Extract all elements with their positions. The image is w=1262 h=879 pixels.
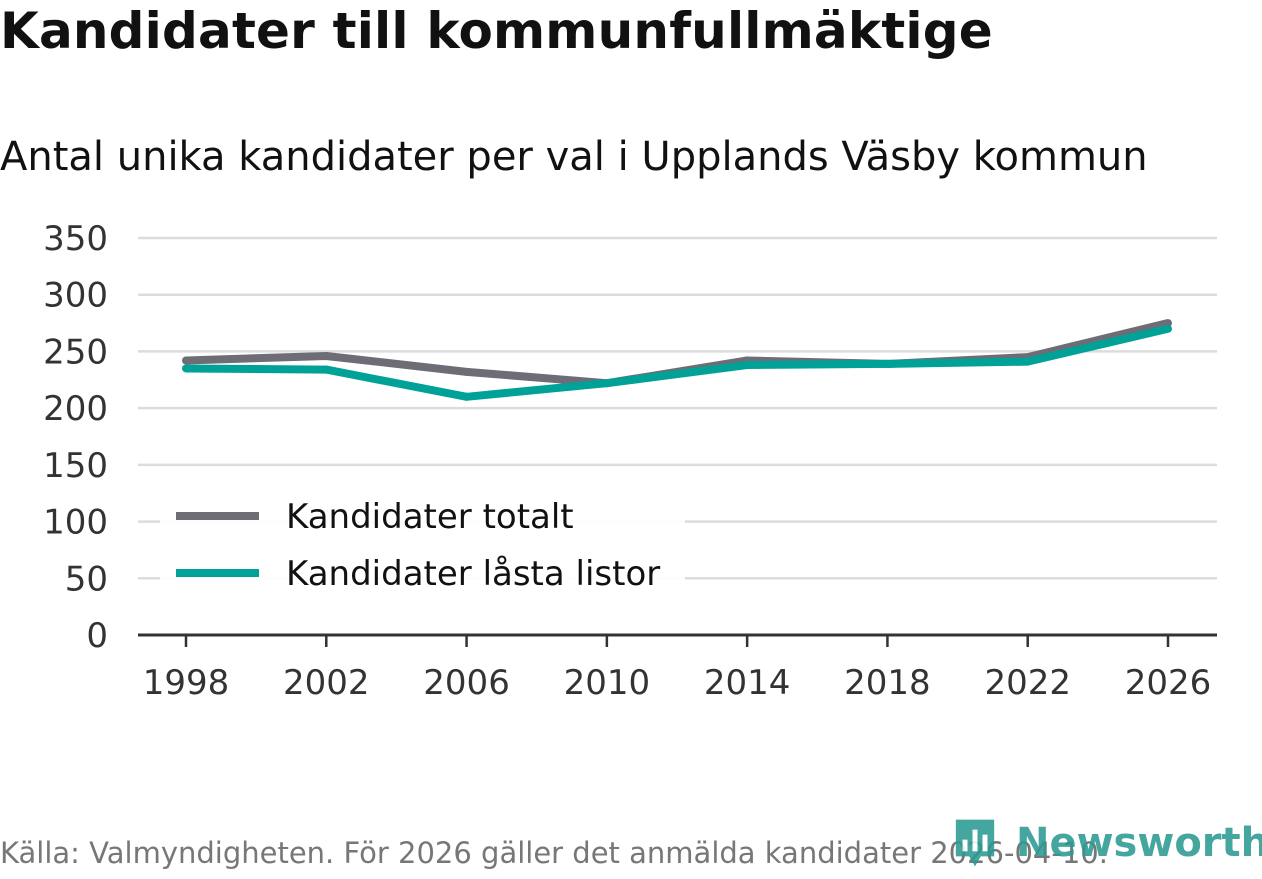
x-axis: 1998 2002 2006 2010 2014 2018 2022 2026 [138, 633, 1217, 703]
data-point [1023, 357, 1032, 366]
series-line-kandidater-lasta-listor [185, 324, 1169, 401]
x-tick-label: 2002 [283, 663, 370, 703]
x-tick-label: 2006 [423, 663, 510, 703]
data-point [322, 365, 331, 374]
source-footnote: Källa: Valmyndigheten. För 2026 gäller d… [0, 836, 1108, 870]
x-tick-label: 2026 [1125, 663, 1212, 703]
legend-label: Kandidater totalt [286, 497, 574, 537]
data-point [462, 367, 471, 376]
y-axis-tick-labels: 0 50 100 150 200 250 300 350 [43, 219, 108, 656]
data-point [462, 392, 471, 401]
chart-title: Kandidater till kommunfullmäktige [0, 2, 993, 60]
data-point [743, 361, 752, 370]
data-point [182, 364, 190, 373]
legend-label: Kandidater låsta listor [286, 554, 660, 594]
chart-subtitle: Antal unika kandidater per val i Uppland… [0, 134, 1148, 180]
brand-name: Newsworthy [1016, 820, 1262, 866]
legend-background [160, 488, 685, 606]
y-tick-label: 300 [43, 276, 108, 316]
x-tick-label: 2010 [564, 663, 651, 703]
y-tick-label: 100 [43, 503, 108, 543]
y-tick-label: 350 [43, 219, 108, 259]
data-point [883, 359, 892, 368]
y-tick-label: 50 [65, 559, 108, 599]
x-tick-label: 2022 [984, 663, 1071, 703]
x-tick-label: 2018 [844, 663, 931, 703]
data-point [322, 351, 331, 360]
newsworthy-logo: Newsworthy [950, 818, 1262, 868]
x-tick-label: 1998 [143, 663, 230, 703]
x-tick-label: 2014 [704, 663, 791, 703]
series-lines [182, 319, 1172, 401]
data-point [182, 356, 190, 365]
data-point [1164, 319, 1172, 328]
y-tick-label: 150 [43, 446, 108, 486]
bar-chart-speech-bubble-icon [955, 819, 995, 867]
data-point [1164, 324, 1172, 333]
data-point [602, 379, 611, 388]
y-tick-label: 200 [43, 389, 108, 429]
y-tick-label: 0 [86, 616, 108, 656]
y-tick-label: 250 [43, 332, 108, 372]
legend: Kandidater totalt Kandidater låsta listor [160, 488, 685, 606]
